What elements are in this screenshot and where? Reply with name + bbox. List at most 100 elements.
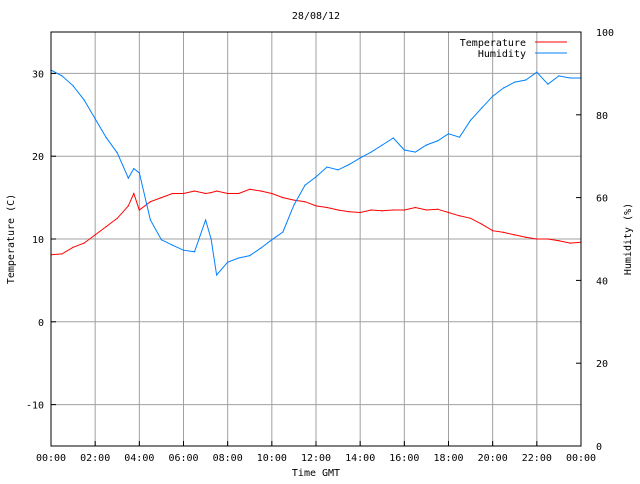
data-point-temperature: [182, 192, 185, 195]
data-point-humidity: [536, 71, 538, 73]
y-tick-label: -10: [26, 401, 44, 412]
data-point-humidity: [547, 83, 549, 85]
y-tick-label: 20: [32, 152, 44, 163]
data-point-temperature: [210, 192, 212, 194]
y-tick-label: 30: [32, 69, 44, 80]
data-point-humidity: [414, 151, 416, 153]
data-point-temperature: [337, 209, 339, 211]
y2-tick-label: 60: [596, 194, 608, 205]
data-point-humidity: [315, 176, 317, 178]
data-point-humidity: [359, 157, 361, 159]
data-point-temperature: [171, 192, 174, 195]
x-tick-label: 14:00: [345, 453, 375, 464]
data-point-humidity: [326, 166, 328, 168]
data-point-temperature: [304, 201, 306, 203]
data-point-humidity: [492, 95, 494, 97]
data-point-temperature: [204, 192, 207, 195]
data-point-humidity: [204, 219, 207, 221]
data-point-temperature: [282, 197, 284, 199]
data-point-temperature: [61, 253, 63, 255]
x-tick-label: 06:00: [168, 453, 198, 464]
data-point-humidity: [558, 75, 560, 77]
data-point-temperature: [260, 190, 262, 192]
data-point-temperature: [160, 197, 163, 199]
data-point-temperature: [414, 206, 416, 209]
x-axis-label: Time GMT: [292, 468, 340, 479]
data-point-temperature: [469, 217, 472, 219]
data-point-humidity: [249, 254, 251, 257]
y2-tick-label: 100: [596, 28, 614, 39]
x-tick-label: 00:00: [566, 453, 596, 464]
data-point-humidity: [138, 172, 140, 174]
data-point-temperature: [94, 234, 96, 236]
data-point-humidity: [425, 144, 428, 146]
data-point-temperature: [271, 192, 273, 195]
data-point-temperature: [138, 209, 140, 211]
grid: [50, 32, 582, 446]
x-tick-label: 22:00: [522, 453, 552, 464]
x-tick-label: 00:00: [36, 453, 66, 464]
data-point-humidity: [61, 75, 63, 77]
data-point-humidity: [525, 79, 527, 81]
data-point-temperature: [447, 211, 450, 214]
legend-label-humidity: Humidity: [478, 49, 526, 60]
data-point-temperature: [381, 210, 383, 212]
x-axis-ticks: 00:00 02:00 04:00 06:00 08:00 10:00 12:00 14:00…: [36, 441, 596, 464]
x-tick-label: 12:00: [301, 453, 331, 464]
data-point-humidity: [293, 204, 295, 206]
chart-title: 28/08/12: [292, 11, 340, 22]
data-point-temperature: [558, 240, 560, 242]
y-tick-label: 10: [32, 235, 44, 246]
legend-label-temperature: Temperature: [460, 38, 526, 49]
data-point-temperature: [238, 192, 240, 195]
data-point-humidity: [193, 251, 196, 253]
y2-axis-label: Humidity (%): [623, 203, 634, 275]
data-point-humidity: [83, 99, 85, 101]
data-point-humidity: [569, 77, 571, 79]
data-point-humidity: [216, 274, 218, 276]
data-point-temperature: [348, 211, 350, 213]
data-point-humidity: [94, 118, 96, 120]
series-lines: [50, 69, 582, 277]
data-point-humidity: [260, 247, 262, 249]
data-point-humidity: [282, 231, 284, 233]
x-tick-label: 18:00: [433, 453, 463, 464]
data-point-humidity: [447, 133, 450, 135]
x-tick-label: 08:00: [213, 453, 243, 464]
y-axis-ticks: 30 20 10 0 -10: [26, 69, 56, 412]
data-point-temperature: [227, 192, 229, 195]
data-point-temperature: [293, 199, 295, 201]
data-point-temperature: [105, 225, 107, 228]
y2-tick-label: 0: [596, 442, 602, 453]
data-point-humidity: [370, 151, 372, 153]
data-point-temperature: [514, 234, 516, 236]
data-point-temperature: [403, 209, 405, 211]
data-point-temperature: [425, 209, 428, 211]
y2-tick-label: 20: [596, 359, 608, 370]
data-point-temperature: [370, 209, 372, 211]
data-point-temperature: [116, 217, 118, 219]
data-point-humidity: [271, 239, 273, 241]
data-point-temperature: [149, 201, 151, 203]
data-point-humidity: [133, 168, 135, 170]
data-point-humidity: [469, 119, 472, 121]
data-point-humidity: [337, 169, 339, 171]
x-tick-label: 20:00: [478, 453, 508, 464]
data-point-temperature: [83, 242, 85, 244]
data-point-humidity: [149, 219, 151, 221]
data-point-temperature: [359, 211, 361, 214]
data-point-humidity: [227, 261, 229, 263]
data-point-temperature: [249, 188, 251, 190]
data-point-temperature: [536, 238, 538, 240]
data-point-humidity: [304, 184, 306, 186]
data-point-temperature: [525, 236, 527, 238]
data-point-temperature: [458, 215, 461, 217]
x-tick-label: 02:00: [80, 453, 110, 464]
data-point-humidity: [182, 249, 185, 251]
data-point-humidity: [436, 140, 439, 142]
data-point-humidity: [116, 152, 118, 154]
data-point-temperature: [216, 190, 218, 192]
data-point-humidity: [348, 163, 350, 166]
legend: Temperature Humidity: [460, 38, 567, 60]
